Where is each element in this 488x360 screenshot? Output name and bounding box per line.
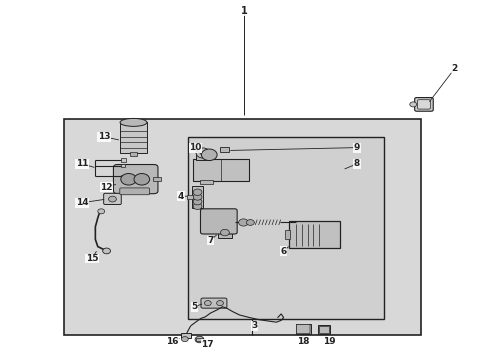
Text: 6: 6 xyxy=(280,247,286,256)
Text: 13: 13 xyxy=(98,132,110,141)
FancyBboxPatch shape xyxy=(417,100,429,109)
Circle shape xyxy=(238,219,248,226)
Text: 2: 2 xyxy=(451,64,457,73)
Bar xyxy=(121,164,125,167)
Bar xyxy=(121,175,126,178)
Circle shape xyxy=(196,148,209,158)
Circle shape xyxy=(204,301,211,306)
Text: 18: 18 xyxy=(296,337,309,346)
FancyBboxPatch shape xyxy=(414,98,432,111)
Bar xyxy=(295,324,310,334)
Circle shape xyxy=(220,229,229,236)
Bar xyxy=(188,137,383,319)
Circle shape xyxy=(181,337,188,342)
Text: 19: 19 xyxy=(322,337,335,346)
Text: 5: 5 xyxy=(191,302,197,311)
Bar xyxy=(187,195,193,199)
FancyBboxPatch shape xyxy=(201,298,226,308)
Bar xyxy=(63,119,420,335)
Bar xyxy=(195,154,210,160)
FancyBboxPatch shape xyxy=(103,193,121,204)
FancyBboxPatch shape xyxy=(113,165,158,194)
Circle shape xyxy=(102,248,110,254)
Text: 7: 7 xyxy=(206,236,213,245)
Bar xyxy=(195,338,203,341)
Bar xyxy=(129,152,137,156)
Bar xyxy=(217,228,232,238)
Ellipse shape xyxy=(120,118,146,126)
Circle shape xyxy=(193,194,202,200)
Bar xyxy=(317,325,329,334)
Circle shape xyxy=(193,198,202,205)
Text: 16: 16 xyxy=(165,337,178,346)
Circle shape xyxy=(193,189,202,195)
Bar xyxy=(220,147,228,152)
Circle shape xyxy=(98,209,104,214)
Bar xyxy=(152,177,161,181)
Circle shape xyxy=(121,174,136,185)
Bar xyxy=(120,122,146,153)
Bar xyxy=(288,221,339,248)
Circle shape xyxy=(201,149,217,161)
FancyBboxPatch shape xyxy=(200,209,237,234)
Bar xyxy=(284,230,290,239)
Circle shape xyxy=(193,203,202,210)
Bar xyxy=(181,333,190,338)
Text: 14: 14 xyxy=(76,198,88,207)
Bar xyxy=(319,326,328,333)
Bar xyxy=(193,159,249,181)
Text: 15: 15 xyxy=(85,254,98,263)
Circle shape xyxy=(134,174,149,185)
Text: 12: 12 xyxy=(100,183,113,192)
Circle shape xyxy=(409,102,416,107)
Circle shape xyxy=(108,196,116,202)
Bar xyxy=(200,180,212,184)
Circle shape xyxy=(216,301,223,306)
Text: 4: 4 xyxy=(177,192,184,201)
Text: 11: 11 xyxy=(76,159,88,168)
Circle shape xyxy=(246,220,254,225)
FancyBboxPatch shape xyxy=(296,324,309,334)
Text: 17: 17 xyxy=(201,340,214,348)
Bar xyxy=(121,158,126,162)
Bar xyxy=(192,186,203,208)
Circle shape xyxy=(195,336,203,343)
Text: 9: 9 xyxy=(353,143,360,152)
Text: 8: 8 xyxy=(353,159,359,168)
Text: 10: 10 xyxy=(189,143,202,152)
FancyBboxPatch shape xyxy=(120,188,149,195)
Text: 3: 3 xyxy=(251,321,257,330)
Text: 1: 1 xyxy=(241,6,247,16)
